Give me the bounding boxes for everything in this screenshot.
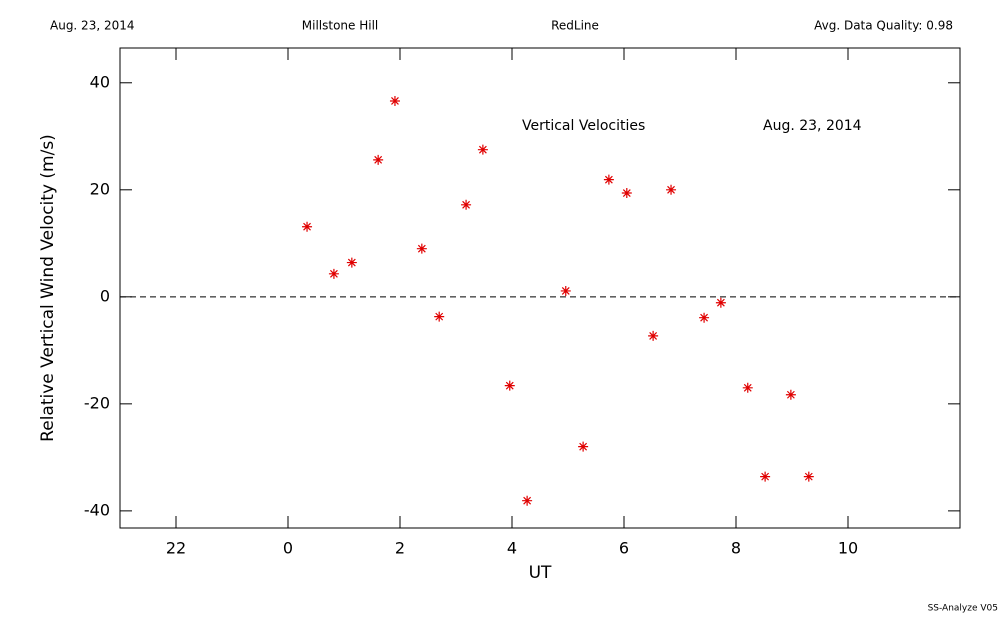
footer: SS-Analyze V05 <box>928 604 998 614</box>
plot-frame <box>119 47 961 529</box>
y-tick-label: 0 <box>100 286 110 305</box>
point <box>621 188 632 199</box>
x-tick-label: 6 <box>619 539 629 558</box>
point <box>803 471 814 482</box>
y-axis-label: Relative Vertical Wind Velocity (m/s) <box>38 134 58 442</box>
y-tick-label: 40 <box>90 72 110 91</box>
y-tick-label: 20 <box>90 179 110 198</box>
point <box>434 311 445 322</box>
point <box>522 495 533 506</box>
x-tick-label: 4 <box>507 539 517 558</box>
annotation: Vertical Velocities <box>522 118 645 134</box>
point <box>742 382 753 393</box>
point <box>699 312 710 323</box>
annotation: Aug. 23, 2014 <box>763 118 862 134</box>
point <box>461 199 472 210</box>
point <box>346 257 357 268</box>
y-tick-label: -40 <box>84 500 110 519</box>
point <box>578 441 589 452</box>
point <box>715 297 726 308</box>
point <box>785 389 796 400</box>
header-site: Millstone Hill <box>302 19 378 33</box>
point <box>477 144 488 155</box>
point <box>760 471 771 482</box>
x-tick-label: 22 <box>166 539 186 558</box>
point <box>560 285 571 296</box>
point <box>666 184 677 195</box>
point <box>302 221 313 232</box>
point <box>416 243 427 254</box>
point <box>373 154 384 165</box>
header-quality: Avg. Data Quality: 0.98 <box>814 19 953 33</box>
x-tick-label: 10 <box>838 539 858 558</box>
point <box>603 174 614 185</box>
point <box>504 380 515 391</box>
point <box>389 95 400 106</box>
x-tick-label: 2 <box>395 539 405 558</box>
point <box>328 268 339 279</box>
y-tick-label: -20 <box>84 393 110 412</box>
point <box>648 330 659 341</box>
header-filter: RedLine <box>551 19 599 33</box>
x-axis-label: UT <box>529 563 552 583</box>
x-tick-label: 0 <box>283 539 293 558</box>
header-date: Aug. 23, 2014 <box>50 19 135 33</box>
x-tick-label: 8 <box>731 539 741 558</box>
